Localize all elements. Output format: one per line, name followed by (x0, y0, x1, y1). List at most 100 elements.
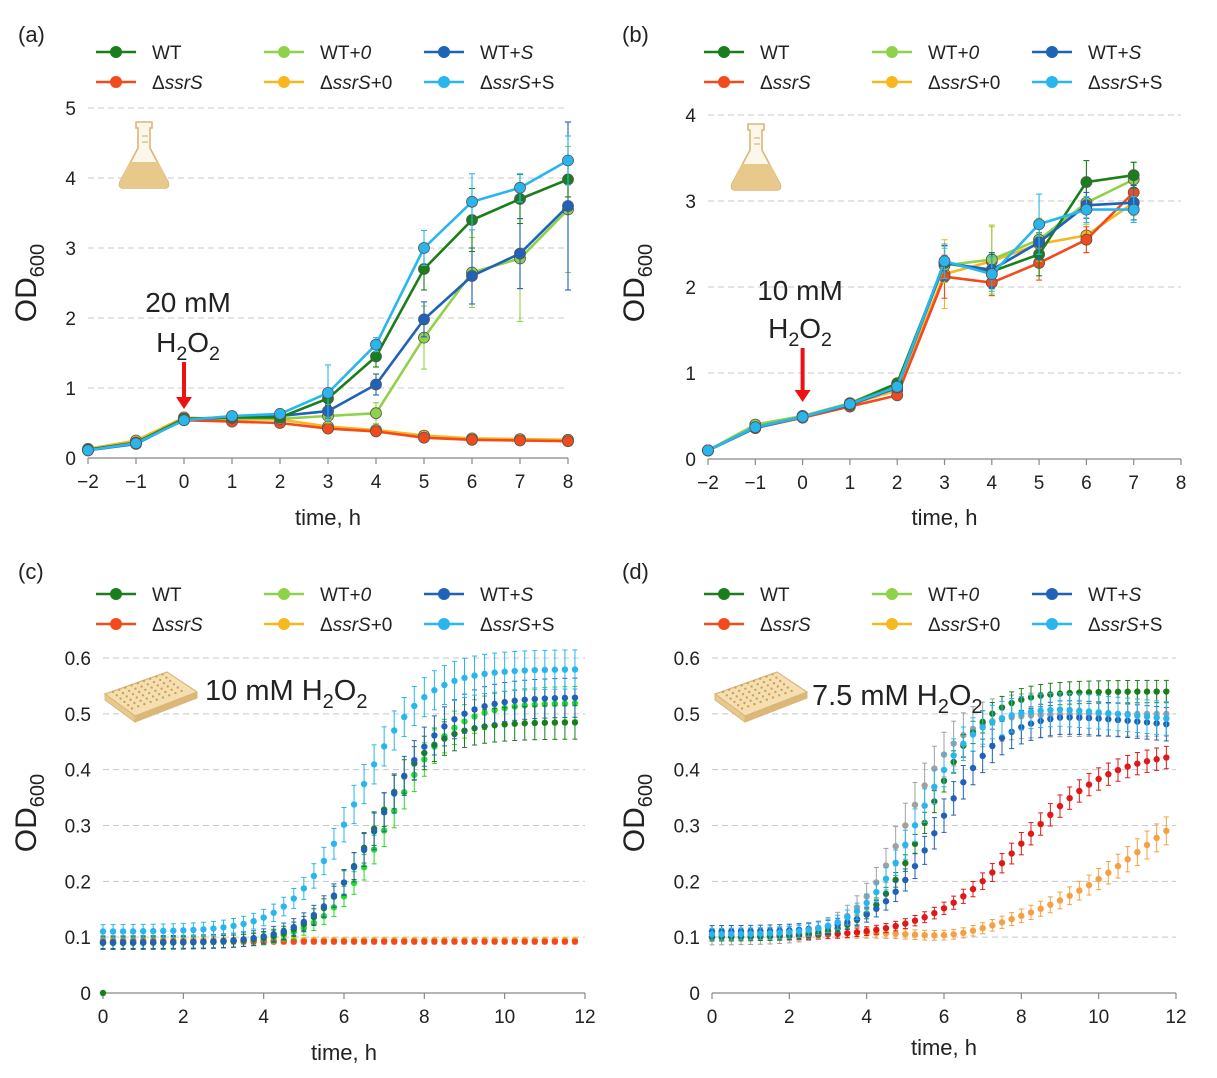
plate-well (155, 675, 158, 678)
legend-marker (718, 588, 730, 600)
plate-well (165, 676, 168, 679)
legend-italic: ssrS (773, 615, 811, 636)
data-point (370, 407, 382, 420)
data-point (551, 666, 559, 673)
data-point (902, 930, 909, 938)
legend-item: ΔssrS+0 (264, 73, 392, 94)
data-point (541, 938, 549, 945)
plate-well (771, 696, 775, 699)
data-point (892, 888, 899, 895)
data-point (1018, 840, 1025, 847)
data-point (99, 928, 107, 935)
data-point (979, 752, 986, 760)
y-axis-title-sub: 600 (27, 774, 49, 807)
chem-letters: O (187, 327, 209, 358)
y-tick-label: 1 (685, 364, 696, 385)
plate-well (161, 673, 164, 676)
annotation-label: 7.5 mM H2​O2​ (812, 680, 983, 718)
data-point (290, 938, 297, 945)
legend-marker (438, 76, 450, 88)
data-point (950, 752, 957, 759)
microplate-icon (103, 671, 199, 723)
data-point (210, 925, 217, 932)
data-point (571, 719, 579, 726)
data-point (491, 938, 498, 945)
data-point (441, 938, 448, 945)
data-point (728, 930, 735, 938)
y-axis-title: OD600 (618, 244, 657, 322)
data-point (882, 930, 890, 937)
data-point (938, 255, 951, 268)
data-point (300, 885, 308, 892)
data-point (998, 714, 1006, 722)
x-tick-label: 8 (1016, 1007, 1027, 1028)
data-point (521, 667, 528, 674)
data-point (210, 938, 217, 945)
chem-letters: H (156, 327, 176, 358)
data-point (891, 380, 904, 393)
legend-label: WT+0 (928, 585, 980, 606)
legend-italic: S (521, 43, 534, 64)
chem-letters: H (917, 680, 938, 712)
legend-label: ΔssrS+0 (928, 615, 1000, 636)
data-point (139, 928, 147, 935)
data-point (969, 731, 977, 738)
data-point (815, 924, 822, 932)
plate-well (738, 689, 741, 693)
legend-text: WT (152, 43, 182, 64)
data-point (220, 924, 227, 931)
legend-item: ΔssrS (96, 73, 203, 94)
data-point (411, 938, 418, 945)
data-point (330, 892, 338, 899)
plate-well (138, 690, 141, 694)
data-point (360, 846, 368, 854)
x-axis-title: time, h (295, 505, 361, 530)
chem-letters: O (334, 675, 357, 707)
plate-well (748, 690, 751, 694)
data-point (873, 888, 880, 896)
data-point (1163, 715, 1170, 722)
x-tick-label: 10 (1088, 1007, 1109, 1028)
data-point (1127, 203, 1140, 216)
legend-text: +S (531, 73, 555, 94)
legend-text: +0 (979, 615, 1001, 636)
x-tick-label: 1 (845, 473, 856, 494)
data-point (1153, 756, 1160, 763)
data-point (562, 200, 574, 212)
data-point (940, 766, 948, 774)
data-point (200, 926, 207, 933)
data-point (129, 928, 137, 935)
subscript: 2 (821, 329, 832, 351)
data-point (747, 930, 754, 938)
data-point (863, 899, 870, 907)
data-point (834, 919, 841, 926)
data-point (150, 939, 157, 946)
plate-well (776, 685, 779, 688)
subscript: 2 (176, 343, 187, 365)
legend-item: ΔssrS+S (424, 615, 554, 636)
data-point (471, 938, 478, 945)
plate-well (127, 704, 130, 707)
legend-label: ΔssrS+S (480, 73, 554, 94)
legend-marker (886, 618, 898, 630)
data-point (561, 938, 569, 945)
data-point (370, 761, 378, 768)
plate-well (775, 676, 778, 679)
annotation-arrowhead (176, 397, 192, 409)
data-point (160, 927, 167, 935)
plate-well (124, 686, 127, 689)
plate-well (786, 686, 789, 689)
data-point (989, 742, 996, 750)
plate-well (754, 688, 757, 691)
data-point (979, 877, 986, 885)
x-axis-title: time, h (911, 505, 977, 530)
plate-well (136, 682, 139, 685)
data-point (109, 928, 117, 935)
legend-label: WT+S (1088, 585, 1142, 606)
data-point (562, 154, 574, 167)
data-point (270, 930, 277, 938)
legend-text: +0 (371, 615, 393, 636)
data-point (882, 898, 890, 905)
data-point (562, 435, 574, 448)
data-point (805, 926, 812, 934)
